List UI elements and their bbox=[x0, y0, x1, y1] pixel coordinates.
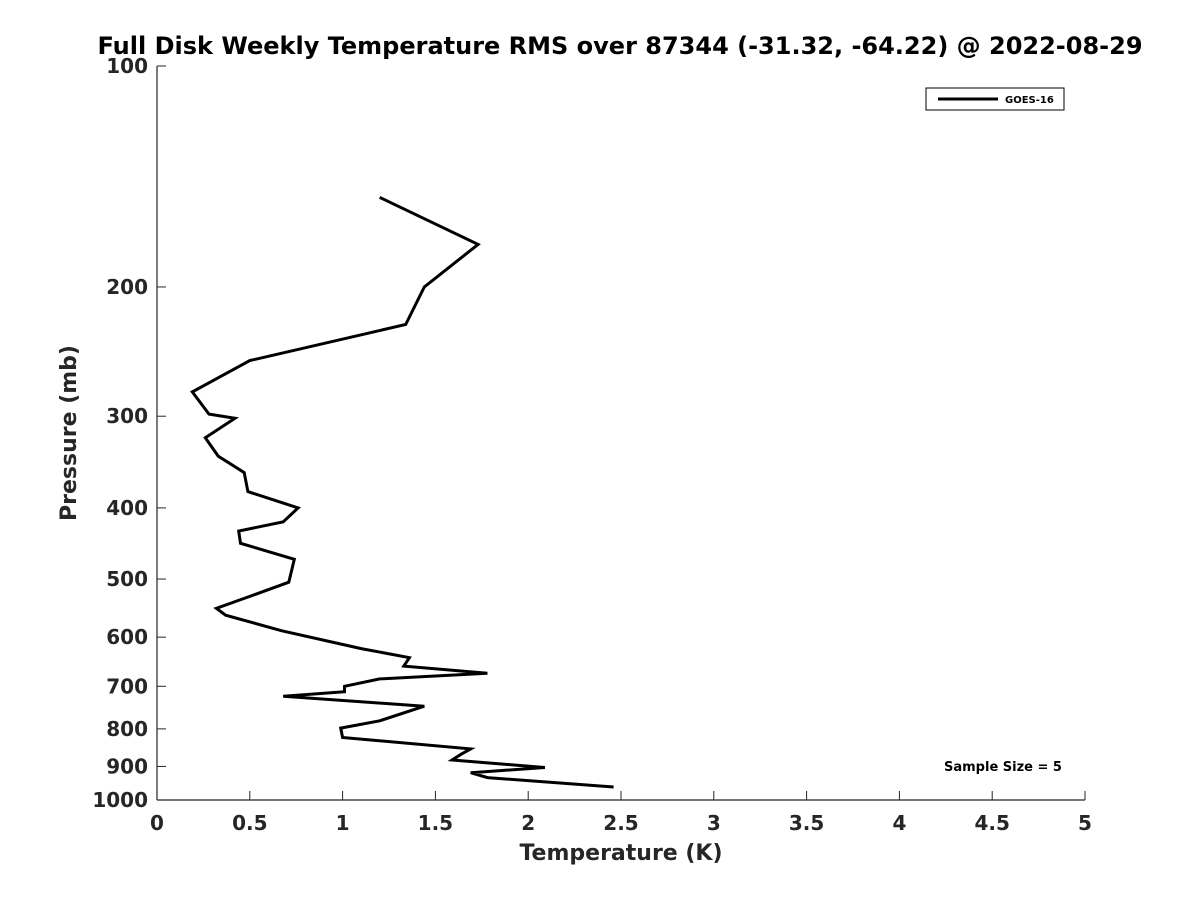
chart-title: Full Disk Weekly Temperature RMS over 87… bbox=[97, 32, 1142, 60]
x-tick-label: 5 bbox=[1078, 811, 1092, 835]
x-tick-label: 2 bbox=[521, 811, 535, 835]
x-tick-label: 3 bbox=[707, 811, 721, 835]
x-tick-label: 2.5 bbox=[603, 811, 638, 835]
x-axis-ticks: 0 0.5 1 1.5 2 2.5 3 3.5 4 4.5 5 bbox=[150, 791, 1092, 835]
x-tick-label: 0 bbox=[150, 811, 164, 835]
legend-entry-goes-16: GOES-16 bbox=[1005, 95, 1054, 106]
y-tick-label: 300 bbox=[106, 404, 148, 428]
sample-size-annotation: Sample Size = 5 bbox=[944, 760, 1062, 775]
y-tick-label: 100 bbox=[106, 54, 148, 78]
legend: GOES-16 bbox=[925, 87, 1065, 111]
plot-area bbox=[190, 196, 614, 789]
x-tick-label: 4 bbox=[892, 811, 906, 835]
series-line-goes-16 bbox=[190, 196, 614, 789]
y-axis-label: Pressure (mb) bbox=[57, 345, 82, 521]
x-tick-label: 0.5 bbox=[232, 811, 267, 835]
x-tick-label: 3.5 bbox=[789, 811, 824, 835]
x-tick-label: 4.5 bbox=[974, 811, 1009, 835]
y-tick-label: 700 bbox=[106, 674, 148, 698]
x-tick-label: 1.5 bbox=[418, 811, 453, 835]
y-tick-label: 800 bbox=[106, 717, 148, 741]
y-tick-label: 200 bbox=[106, 275, 148, 299]
axes bbox=[156, 66, 1085, 801]
x-tick-label: 1 bbox=[336, 811, 350, 835]
y-tick-label: 500 bbox=[106, 567, 148, 591]
y-tick-label: 400 bbox=[106, 496, 148, 520]
y-axis-ticks: 100 200 300 400 500 600 700 800 900 1000 bbox=[92, 54, 166, 812]
y-tick-label: 900 bbox=[106, 754, 148, 778]
y-tick-label: 600 bbox=[106, 625, 148, 649]
x-axis-label: Temperature (K) bbox=[519, 841, 722, 866]
y-tick-label: 1000 bbox=[92, 788, 148, 812]
